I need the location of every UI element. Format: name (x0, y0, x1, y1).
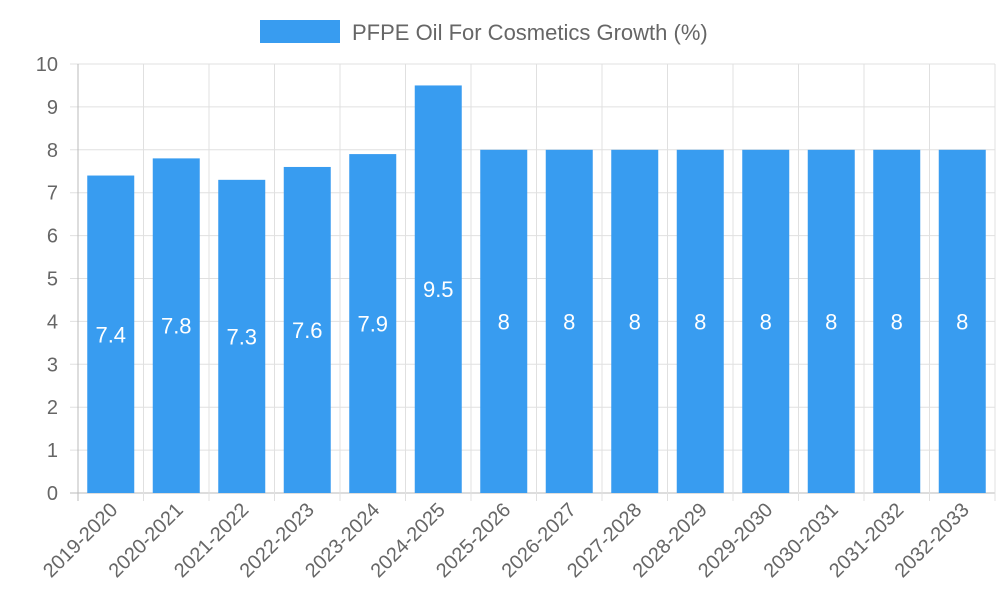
y-tick-label: 0 (47, 483, 58, 505)
bar-value-label: 8 (629, 309, 641, 334)
x-axis: 2019-20202020-20212021-20222022-20232023… (39, 499, 974, 582)
bar-value-label: 8 (694, 309, 706, 334)
bar (349, 154, 397, 493)
y-tick-label: 3 (47, 354, 58, 376)
bar (611, 149, 659, 494)
y-axis: 0 1 2 3 4 5 6 7 8 9 10 (36, 54, 58, 505)
bar-value-label: 7.9 (357, 312, 388, 337)
y-tick-label: 1 (47, 440, 58, 462)
y-tick-label: 6 (47, 226, 58, 248)
bar-value-label: 7.6 (292, 318, 323, 343)
bar (807, 149, 855, 494)
y-tick-label: 7 (47, 183, 58, 205)
bar-value-label: 9.5 (423, 277, 454, 302)
grid (70, 63, 996, 501)
bar (873, 149, 921, 494)
bar (480, 149, 528, 494)
y-tick-label: 5 (47, 269, 58, 291)
y-tick-label: 8 (47, 140, 58, 162)
legend[interactable]: PFPE Oil For Cosmetics Growth (%) (260, 20, 708, 45)
legend-swatch (260, 20, 340, 43)
bar-value-label: 7.3 (226, 324, 257, 349)
y-tick-label: 2 (47, 397, 58, 419)
bar (545, 149, 593, 494)
bar (87, 175, 135, 494)
bar (218, 179, 266, 493)
bars: 7.4 7.8 7.3 7.6 7.9 9.5 8 8 8 8 8 8 8 8 (87, 85, 986, 494)
bar (283, 166, 331, 493)
bar (152, 158, 200, 493)
bar-value-label: 8 (825, 309, 837, 334)
bar-value-label: 8 (498, 309, 510, 334)
legend-label: PFPE Oil For Cosmetics Growth (%) (352, 20, 708, 45)
bar-value-label: 8 (891, 309, 903, 334)
bar-value-label: 7.8 (161, 314, 192, 339)
bar (938, 149, 986, 494)
bar (676, 149, 724, 494)
bar-value-label: 7.4 (95, 322, 126, 347)
bar-value-label: 8 (760, 309, 772, 334)
bar (414, 85, 462, 493)
bar (742, 149, 790, 494)
bar-value-label: 8 (563, 309, 575, 334)
bar-value-label: 8 (956, 309, 968, 334)
y-tick-label: 9 (47, 97, 58, 119)
y-tick-label: 4 (47, 311, 58, 333)
y-tick-label: 10 (36, 54, 58, 76)
